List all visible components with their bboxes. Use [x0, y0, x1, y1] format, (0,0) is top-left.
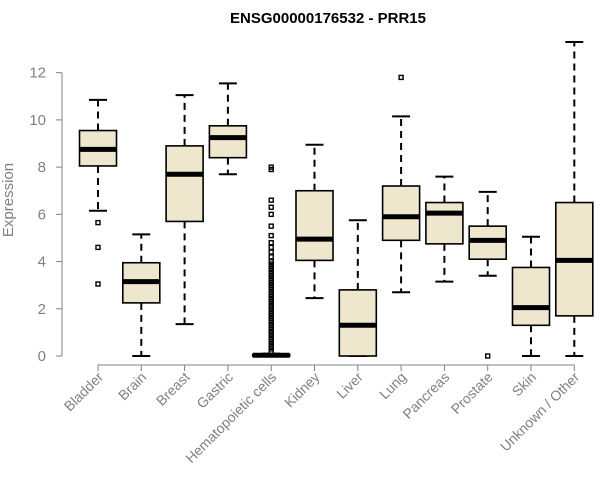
- boxes: [78, 41, 594, 359]
- chart-title: ENSG00000176532 - PRR15: [230, 10, 426, 27]
- x-tick-label: Gastric: [193, 369, 236, 412]
- x-tick-label: Brain: [115, 369, 149, 403]
- box-group: [425, 175, 464, 283]
- x-tick-label: Liver: [333, 369, 366, 402]
- outlier-point: [268, 254, 274, 260]
- outlier-point: [268, 239, 274, 246]
- y-tick-label: 2: [38, 301, 46, 318]
- x-tick-label: Bladder: [61, 369, 107, 415]
- box-group: [165, 94, 204, 326]
- box-iqr: [208, 125, 248, 159]
- outlier-point: [268, 258, 274, 265]
- y-tick-label: 4: [38, 254, 46, 271]
- y-tick-label: 12: [29, 65, 46, 82]
- box-iqr: [425, 201, 464, 245]
- box-iqr: [295, 189, 334, 262]
- axes: 0 2 4 6 8 10 12: [29, 65, 575, 371]
- outlier-point: [268, 223, 274, 229]
- outlier-point: [95, 281, 101, 287]
- x-tick-label: Prostate: [448, 369, 496, 417]
- y-tick-label: 6: [38, 206, 46, 223]
- box-group: [251, 164, 291, 358]
- box-iqr: [381, 185, 421, 242]
- outlier-point: [268, 197, 274, 203]
- outlier-point: [398, 74, 404, 81]
- box-group: [511, 235, 551, 357]
- outlier-point: [268, 204, 274, 210]
- box-group: [208, 82, 248, 176]
- y-tick-label: 0: [38, 348, 46, 365]
- x-tick-label: Pancreas: [399, 369, 452, 422]
- box-group: [468, 190, 508, 359]
- outlier-point: [268, 232, 274, 239]
- box-group: [78, 98, 118, 287]
- outlier-point: [268, 249, 274, 255]
- box-group: [554, 41, 594, 357]
- y-tick-label: 10: [29, 112, 46, 129]
- outlier-point: [268, 244, 274, 251]
- box-group: [381, 74, 421, 294]
- outlier-point: [95, 244, 101, 251]
- x-tick-label: Kidney: [281, 369, 323, 411]
- x-tick-label: Skin: [509, 369, 540, 400]
- outlier-point: [268, 164, 274, 170]
- box-iqr: [165, 145, 204, 223]
- x-tick-label: Unknown / Other: [497, 369, 583, 455]
- outlier-point: [95, 219, 101, 226]
- box-group: [338, 219, 378, 357]
- x-tick-label: Breast: [153, 369, 193, 409]
- box-iqr: [511, 266, 551, 327]
- box-group: [122, 233, 161, 357]
- box-group: [295, 143, 334, 300]
- y-axis-label: Expression: [0, 163, 17, 237]
- outlier-point: [268, 211, 274, 218]
- outlier-point: [485, 353, 491, 359]
- y-tick-label: 8: [38, 159, 46, 176]
- x-tick-label: Lung: [376, 369, 409, 402]
